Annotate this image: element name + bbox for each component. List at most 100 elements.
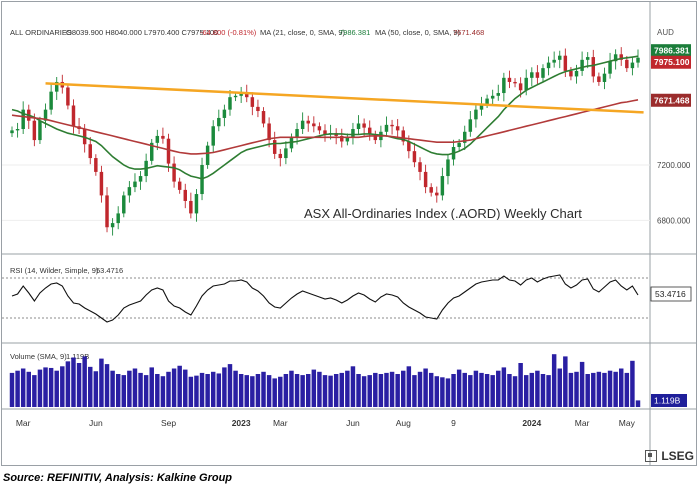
legend-ma50-label: MA (50, close, 0, SMA, 9) <box>375 28 461 37</box>
time-axis-label: Jun <box>89 418 103 428</box>
candle-body <box>166 138 171 164</box>
volume-bar <box>440 377 445 407</box>
time-axis-label: 2023 <box>232 418 251 428</box>
candle-body <box>15 129 20 131</box>
candle-body <box>88 144 92 159</box>
price-tag <box>651 93 691 107</box>
volume-bar <box>395 374 400 407</box>
volume-bar <box>305 374 311 407</box>
volume-bar <box>501 367 507 407</box>
candle-body <box>418 162 422 172</box>
candle-body <box>194 194 199 214</box>
volume-bar <box>37 369 43 407</box>
candle-body <box>362 123 366 128</box>
rsi-reference-lines <box>2 277 650 319</box>
volume-bar <box>183 369 188 407</box>
volume-bar <box>401 370 406 407</box>
volume-bar <box>546 375 551 407</box>
volume-bar <box>333 374 339 407</box>
volume-bar <box>82 356 87 407</box>
volume-bar <box>322 375 328 407</box>
volume-bar <box>496 370 501 407</box>
volume-bar <box>210 371 216 407</box>
volume-bar <box>423 368 428 407</box>
candle-body <box>597 76 601 82</box>
volume-bar <box>373 372 378 407</box>
candle-body <box>401 130 405 142</box>
candle-body <box>133 181 137 188</box>
candle-body <box>367 127 372 135</box>
volume-bar <box>166 371 171 407</box>
candle-body <box>172 163 176 182</box>
volume-bar <box>602 372 607 407</box>
volume-bar <box>507 374 512 407</box>
volume-bar <box>607 370 613 407</box>
candle-body <box>323 130 327 135</box>
rsi-value-inline: 53.4716 <box>96 266 123 275</box>
candle-body <box>138 176 143 182</box>
candle-body <box>49 91 53 110</box>
volume-bar <box>624 372 630 407</box>
volume-bar <box>15 370 20 407</box>
volume-bar <box>596 371 602 407</box>
candle-body <box>71 105 76 127</box>
volume-bar <box>523 375 529 407</box>
volume-bar <box>76 363 82 407</box>
volume-bar <box>155 374 160 407</box>
volume-bar <box>451 374 456 407</box>
volume-bar <box>462 372 467 407</box>
volume-bar <box>412 375 417 407</box>
volume-bars <box>9 354 641 407</box>
candle-body <box>591 57 596 77</box>
volume-bar <box>20 368 26 407</box>
volume-bar <box>238 374 244 407</box>
volume-bar <box>289 370 294 407</box>
candle-body <box>513 81 517 84</box>
volume-bar <box>93 371 99 407</box>
volume-bar <box>294 374 300 407</box>
price-tag <box>651 55 691 69</box>
candle-body <box>317 126 322 131</box>
volume-bar <box>71 357 76 407</box>
volume-bar <box>48 367 54 407</box>
candle-body <box>423 171 428 188</box>
ma21-line <box>11 55 639 180</box>
price-tag-label: 7671.468 <box>654 95 690 105</box>
candle-body <box>636 57 640 63</box>
candle-body <box>110 223 115 228</box>
volume-bar <box>272 378 277 407</box>
candle-body <box>10 130 14 134</box>
candle-body <box>345 137 350 142</box>
candle-body <box>535 72 540 78</box>
volume-value-inline: 1.119B <box>66 352 89 361</box>
volume-bar <box>311 369 317 407</box>
volume-bar <box>244 375 249 407</box>
candle-body <box>429 187 433 193</box>
volume-bar <box>540 374 546 407</box>
volume-bar <box>283 374 289 407</box>
chart-canvas: ALL ORDINARIES O8039.900 H8040.000 L7970… <box>2 2 696 465</box>
candle-body <box>295 129 299 138</box>
volume-bar <box>115 374 121 407</box>
volume-bar <box>574 371 579 407</box>
price-tag-label: 7975.100 <box>654 57 690 67</box>
volume-bar <box>613 371 618 407</box>
volume-bar <box>255 374 261 407</box>
candle-body <box>613 54 618 62</box>
candle-body <box>407 141 411 152</box>
volume-bar <box>339 372 345 407</box>
candle-body <box>630 62 635 69</box>
brand-logo: LSEG <box>645 449 694 463</box>
volume-bar <box>428 372 434 407</box>
price-tick-label: 7200.000 <box>657 161 691 170</box>
rsi-label: RSI (14, Wilder, Simple, 9) <box>10 266 99 275</box>
candle-body <box>546 62 551 69</box>
volume-bar <box>585 374 590 407</box>
volume-bar <box>132 368 138 407</box>
volume-bar <box>490 375 495 407</box>
candle-body <box>228 97 232 110</box>
legend-ma21-label: MA (21, close, 0, SMA, 9) <box>260 28 346 37</box>
time-axis-label: Sep <box>161 418 176 428</box>
volume-bar <box>32 375 37 407</box>
candle-body <box>518 83 523 91</box>
